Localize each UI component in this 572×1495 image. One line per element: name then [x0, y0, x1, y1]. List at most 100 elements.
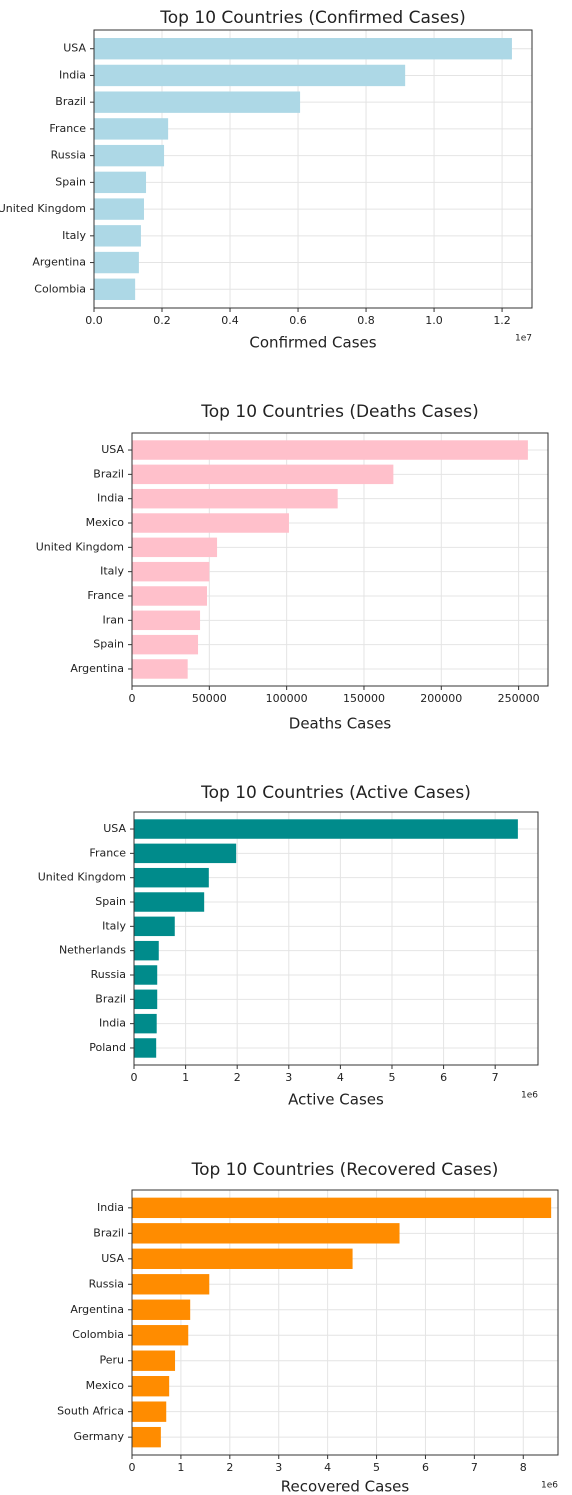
- x-tick-label: 150000: [343, 692, 385, 705]
- bar: [132, 537, 218, 558]
- x-tick-label: 6: [440, 1071, 447, 1084]
- axes-frame: [93, 29, 533, 309]
- x-axis-label: Active Cases: [288, 1091, 384, 1109]
- x-tick-label: 0: [131, 1071, 138, 1084]
- x-tick-label: 100000: [266, 692, 308, 705]
- bar: [94, 118, 169, 140]
- bar: [132, 1376, 170, 1397]
- y-tick-label: India: [99, 1017, 126, 1030]
- y-tick-label: Mexico: [86, 1379, 125, 1392]
- y-tick-label: USA: [101, 1252, 124, 1265]
- x-tick-label: 8: [520, 1461, 527, 1474]
- y-tick-label: USA: [63, 42, 86, 55]
- bar: [132, 1325, 189, 1346]
- x-tick-label: 200000: [420, 692, 462, 705]
- x-tick-label: 6: [422, 1461, 429, 1474]
- y-tick-label: Colombia: [34, 282, 86, 295]
- offset-text: 1e7: [515, 334, 532, 344]
- y-tick-label: South Africa: [57, 1405, 124, 1418]
- bar: [132, 1350, 176, 1371]
- bar: [132, 610, 201, 631]
- x-tick-label: 4: [324, 1461, 331, 1474]
- y-tick-label: Russia: [91, 968, 126, 981]
- offset-text: 1e6: [521, 1091, 538, 1101]
- y-tick-label: France: [49, 122, 86, 135]
- bar: [132, 659, 188, 679]
- y-tick-label: Poland: [89, 1041, 126, 1054]
- bar: [132, 1248, 353, 1269]
- chart-title: Top 10 Countries (Active Cases): [200, 783, 471, 803]
- y-tick-label: Italy: [100, 565, 124, 578]
- bar: [132, 586, 208, 606]
- x-tick-label: 1: [182, 1071, 189, 1084]
- bar: [132, 561, 210, 582]
- bar: [94, 278, 136, 300]
- y-tick-label: Argentina: [70, 1303, 124, 1316]
- y-tick-label: India: [97, 1201, 124, 1214]
- x-tick-label: 0.6: [289, 314, 307, 327]
- bar: [132, 1426, 161, 1448]
- bar: [134, 892, 205, 912]
- y-tick-label: Italy: [62, 229, 86, 242]
- bar: [132, 440, 528, 460]
- bar: [132, 1274, 210, 1295]
- bar: [134, 916, 175, 937]
- axes-frame: [131, 1189, 559, 1456]
- x-tick-label: 7: [471, 1461, 478, 1474]
- y-tick-label: Brazil: [95, 992, 126, 1005]
- chart-title: Top 10 Countries (Deaths Cases): [200, 402, 478, 422]
- bar: [94, 225, 141, 247]
- y-tick-label: United Kingdom: [36, 540, 124, 553]
- bar: [134, 965, 158, 985]
- bar: [94, 64, 406, 87]
- y-tick-label: Argentina: [32, 256, 86, 269]
- bar: [132, 1299, 191, 1320]
- y-tick-label: Germany: [73, 1430, 124, 1443]
- x-axis-label: Recovered Cases: [281, 1478, 410, 1495]
- bar: [134, 989, 158, 1010]
- x-tick-label: 0.2: [153, 314, 171, 327]
- x-axis-label: Deaths Cases: [289, 715, 392, 733]
- x-tick-label: 2: [226, 1461, 233, 1474]
- y-tick-label: Spain: [93, 638, 124, 651]
- y-tick-label: Peru: [99, 1354, 124, 1367]
- y-tick-label: Netherlands: [59, 944, 126, 957]
- y-tick-label: United Kingdom: [0, 202, 86, 215]
- y-tick-label: Argentina: [70, 662, 124, 675]
- x-tick-label: 3: [275, 1461, 282, 1474]
- bar: [94, 171, 147, 194]
- y-tick-label: Italy: [102, 919, 126, 932]
- x-tick-label: 2: [234, 1071, 241, 1084]
- bar: [134, 1038, 157, 1058]
- y-tick-label: Spain: [95, 895, 126, 908]
- bar: [94, 38, 512, 60]
- bar: [134, 940, 159, 961]
- x-tick-label: 0.0: [85, 314, 103, 327]
- bar: [94, 91, 301, 113]
- y-tick-label: India: [59, 68, 86, 81]
- y-tick-label: Brazil: [55, 95, 86, 108]
- bar: [134, 1013, 157, 1034]
- x-tick-label: 0.4: [221, 314, 239, 327]
- y-tick-label: USA: [103, 822, 126, 835]
- bar: [132, 488, 338, 509]
- x-tick-label: 0: [129, 692, 136, 705]
- y-tick-label: United Kingdom: [38, 871, 126, 884]
- y-tick-label: Russia: [89, 1277, 124, 1290]
- x-tick-label: 50000: [192, 692, 227, 705]
- bar: [94, 198, 144, 220]
- bar: [132, 1223, 400, 1244]
- y-tick-label: Spain: [55, 175, 86, 188]
- y-tick-label: France: [87, 589, 124, 602]
- y-tick-label: Mexico: [86, 516, 125, 529]
- bar: [134, 819, 518, 839]
- y-tick-label: India: [97, 492, 124, 505]
- x-tick-label: 4: [337, 1071, 344, 1084]
- y-tick-label: Colombia: [72, 1328, 124, 1341]
- y-tick-label: USA: [101, 443, 124, 456]
- x-axis-label: Confirmed Cases: [249, 334, 376, 352]
- x-tick-label: 3: [285, 1071, 292, 1084]
- axes-frame: [131, 432, 549, 687]
- bar: [134, 843, 237, 864]
